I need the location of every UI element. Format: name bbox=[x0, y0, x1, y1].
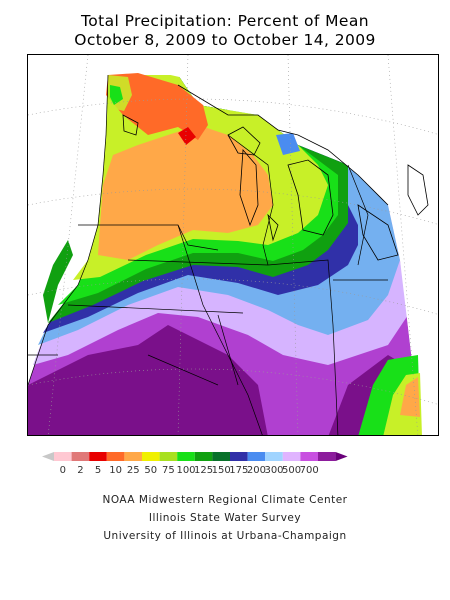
legend-swatch bbox=[318, 452, 336, 461]
map-title: Total Precipitation: Percent of Mean bbox=[81, 12, 369, 30]
legend-swatch bbox=[124, 452, 142, 461]
credit-noaa: NOAA Midwestern Regional Climate Center bbox=[102, 494, 348, 506]
coastlines bbox=[122, 84, 429, 261]
legend-label: 75 bbox=[162, 465, 175, 476]
legend-label: 0 bbox=[60, 465, 66, 476]
legend-label: 2 bbox=[77, 465, 83, 476]
legend-label: 125 bbox=[194, 465, 213, 476]
state-boundaries bbox=[28, 74, 388, 435]
legend-swatch bbox=[230, 452, 248, 461]
legend-label: 175 bbox=[229, 465, 248, 476]
precipitation-map bbox=[27, 54, 439, 436]
map-subtitle-dates: October 8, 2009 to October 14, 2009 bbox=[74, 31, 376, 49]
legend-swatch bbox=[54, 452, 72, 461]
legend-swatch bbox=[265, 452, 283, 461]
region-blue-north bbox=[276, 133, 300, 155]
credit-uiuc: University of Illinois at Urbana-Champai… bbox=[103, 530, 347, 542]
legend-label: 300 bbox=[264, 465, 283, 476]
legend-swatch bbox=[71, 452, 90, 461]
legend-swatch bbox=[159, 452, 178, 461]
legend-label: 700 bbox=[300, 465, 319, 476]
legend-swatch bbox=[282, 452, 301, 461]
legend-label: 50 bbox=[144, 465, 157, 476]
legend-label: 25 bbox=[127, 465, 140, 476]
legend-swatches bbox=[42, 452, 348, 461]
region-orange-red bbox=[106, 73, 208, 140]
region-west-edge bbox=[43, 240, 73, 323]
legend-swatch bbox=[89, 452, 107, 461]
legend-label: 200 bbox=[247, 465, 266, 476]
legend-swatch bbox=[106, 452, 125, 461]
legend-swatch bbox=[300, 452, 318, 461]
map-svg bbox=[28, 55, 438, 435]
region-red bbox=[178, 127, 196, 145]
legend-label: 100 bbox=[176, 465, 195, 476]
legend-label: 150 bbox=[212, 465, 231, 476]
legend-swatch bbox=[247, 452, 266, 461]
credit-isws: Illinois State Water Survey bbox=[148, 512, 302, 524]
legend-swatch bbox=[142, 452, 160, 461]
legend-swatch bbox=[212, 452, 230, 461]
graticule bbox=[28, 55, 438, 435]
legend-arrow-high bbox=[335, 452, 348, 461]
legend-label: 10 bbox=[109, 465, 122, 476]
legend-label: 500 bbox=[282, 465, 301, 476]
legend-swatch bbox=[194, 452, 213, 461]
legend-arrow-low bbox=[42, 452, 54, 461]
region-orange bbox=[98, 125, 273, 260]
legend-swatch bbox=[177, 452, 195, 461]
legend-label: 5 bbox=[95, 465, 101, 476]
